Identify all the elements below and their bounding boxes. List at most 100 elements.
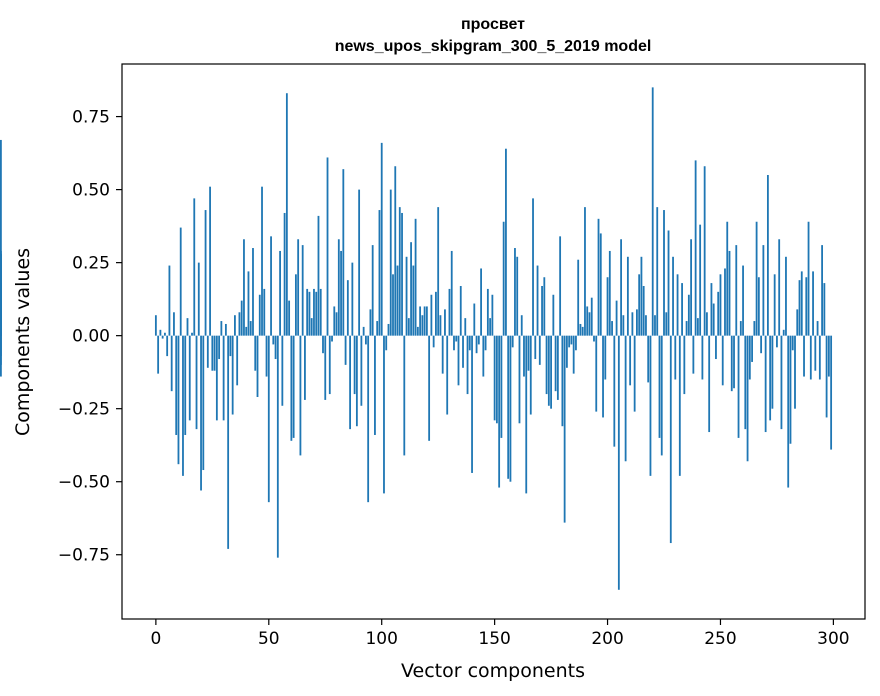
- bar: [733, 335, 735, 389]
- bar: [353, 335, 356, 395]
- y-tick-label: −0.25: [58, 400, 110, 420]
- bar: [518, 335, 521, 424]
- bar: [157, 335, 160, 374]
- bar: [715, 335, 717, 360]
- bar: [319, 288, 322, 336]
- bar: [735, 245, 738, 336]
- bar: [425, 306, 428, 336]
- bar: [301, 245, 304, 336]
- bar: [816, 321, 819, 336]
- bar: [252, 248, 254, 336]
- bar: [328, 335, 331, 395]
- bar: [197, 262, 200, 336]
- bar: [204, 210, 207, 336]
- bar: [787, 335, 790, 488]
- bar: [633, 335, 636, 412]
- bar: [726, 221, 729, 336]
- bar: [708, 335, 711, 433]
- bar: [161, 335, 164, 339]
- x-axis-label: Vector components: [401, 660, 585, 682]
- bar: [694, 160, 697, 336]
- bar: [313, 288, 315, 336]
- bar: [663, 210, 665, 336]
- bar: [168, 265, 171, 336]
- x-tick-label: 50: [258, 629, 280, 649]
- bar: [760, 335, 763, 354]
- bar: [724, 268, 726, 336]
- bar: [791, 335, 794, 351]
- bar: [428, 335, 431, 441]
- bar: [164, 332, 166, 336]
- bar: [412, 265, 415, 336]
- bar: [706, 312, 708, 336]
- bar: [396, 265, 399, 336]
- bar: [696, 318, 699, 336]
- bar: [206, 335, 209, 368]
- bar: [398, 207, 401, 336]
- bar: [188, 335, 191, 421]
- bar: [674, 335, 677, 380]
- bar: [403, 335, 406, 456]
- bar: [748, 335, 751, 380]
- bar: [805, 277, 808, 336]
- bar: [166, 335, 169, 357]
- bar: [577, 259, 580, 336]
- bar: [383, 335, 385, 494]
- bar: [410, 242, 412, 336]
- bar: [588, 312, 591, 336]
- bar: [613, 335, 616, 447]
- bar: [468, 335, 471, 351]
- bar: [371, 245, 374, 336]
- bar: [222, 335, 225, 421]
- bar: [500, 335, 503, 438]
- bar: [231, 335, 234, 415]
- bar: [782, 329, 785, 336]
- bar: [606, 277, 609, 336]
- bar: [541, 286, 543, 336]
- bar: [565, 335, 568, 368]
- bar: [215, 335, 218, 421]
- bar: [572, 335, 575, 374]
- bar: [757, 277, 760, 336]
- bar: [764, 335, 767, 433]
- bar: [629, 335, 632, 386]
- bar: [355, 335, 358, 427]
- bar: [159, 329, 162, 336]
- bar: [536, 265, 539, 336]
- bar: [525, 335, 528, 494]
- bar: [342, 169, 345, 336]
- bar: [636, 309, 638, 336]
- bar: [516, 256, 519, 336]
- bar: [830, 335, 833, 450]
- bar: [227, 335, 230, 549]
- bar: [645, 315, 647, 336]
- bar: [486, 288, 489, 336]
- bar: [405, 256, 408, 336]
- y-axis: −0.75 −0.50 −0.25 0.00 0.25 0.50 0.75: [58, 108, 122, 566]
- bar: [568, 335, 571, 348]
- bar: [803, 335, 805, 377]
- bar: [407, 318, 410, 336]
- bar: [306, 288, 309, 336]
- bar: [762, 245, 765, 336]
- bar: [283, 212, 286, 336]
- bar: [608, 250, 611, 336]
- bar: [315, 291, 318, 336]
- bar: [378, 210, 381, 336]
- bar: [599, 233, 602, 336]
- bar: [473, 303, 476, 336]
- bar: [276, 335, 279, 558]
- bar: [170, 335, 173, 392]
- bar: [475, 335, 478, 354]
- bar: [640, 256, 643, 336]
- bar: [272, 335, 275, 345]
- bar: [179, 227, 182, 336]
- bar: [177, 335, 180, 465]
- bar: [669, 335, 672, 544]
- bar: [789, 335, 792, 444]
- x-tick-label: 250: [704, 629, 736, 649]
- bar: [545, 335, 548, 395]
- bar: [0, 335, 2, 377]
- bar: [202, 335, 205, 471]
